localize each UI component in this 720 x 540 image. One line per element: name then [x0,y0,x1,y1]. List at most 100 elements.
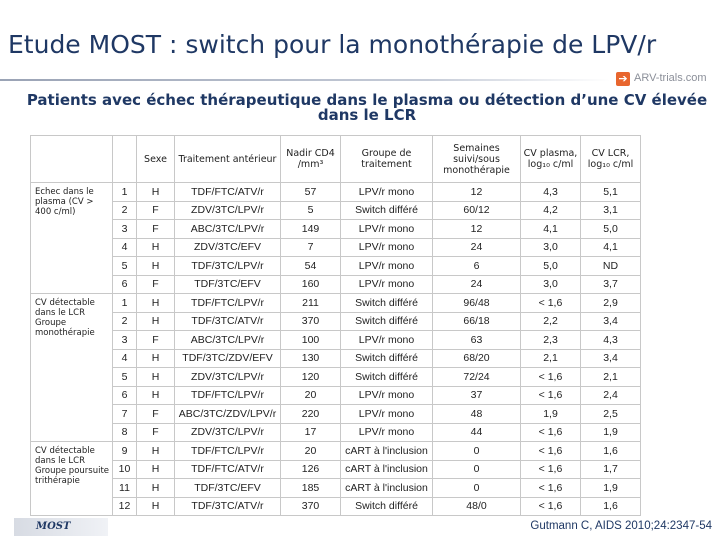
cell-sexe: H [136,256,175,276]
header-blank-cell [30,135,113,183]
cell-cv-plasma: < 1,6 [520,496,581,516]
cell-cv-plasma: < 1,6 [520,367,581,387]
cell-semaines-suivi: 66/18 [432,311,521,331]
table-row: 2 F ZDV/3TC/LPV/r 5 Switch différé 60/12 4,2 3,… [31,200,701,220]
cell-groupe-traitement: LPV/r mono [340,422,433,442]
cell-nadir-cd4: 149 [280,219,341,239]
cell-nadir-cd4: 120 [280,367,341,387]
cell-patient-number: 2 [112,311,137,331]
cell-semaines-suivi: 60/12 [432,200,521,220]
cell-groupe-traitement: Switch différé [340,496,433,516]
cell-semaines-suivi: 24 [432,274,521,294]
cell-cv-plasma: 4,3 [520,182,581,202]
cell-groupe-traitement: cART à l'inclusion [340,478,433,498]
cell-groupe-traitement: Switch différé [340,311,433,331]
table-row: 10 H TDF/FTC/ATV/r 126 cART à l'inclusion 0 < … [31,459,701,479]
cell-semaines-suivi: 63 [432,330,521,350]
row-group-label: CV détectable dans le LCR Groupe monothé… [30,293,113,442]
cell-sexe: H [136,367,175,387]
cell-traitement-anterieur: ZDV/3TC/LPV/r [174,200,281,220]
cell-sexe: F [136,330,175,350]
patients-table: Sexe Traitement antérieur Nadir CD4 /mm³… [30,135,701,516]
cell-patient-number: 5 [112,256,137,276]
cell-semaines-suivi: 96/48 [432,293,521,313]
header-nadir-cd4: Nadir CD4 /mm³ [280,135,341,183]
cell-sexe: H [136,348,175,368]
cell-groupe-traitement: cART à l'inclusion [340,441,433,461]
cell-cv-lcr: 3,4 [580,348,641,368]
cell-cv-plasma: 2,3 [520,330,581,350]
cell-cv-lcr: 1,6 [580,496,641,516]
cell-patient-number: 2 [112,200,137,220]
cell-traitement-anterieur: TDF/3TC/LPV/r [174,256,281,276]
arv-logo-text: ARV-trials.com [634,72,707,84]
cell-cv-lcr: 3,1 [580,200,641,220]
title-underline [0,79,610,81]
cell-semaines-suivi: 44 [432,422,521,442]
cell-nadir-cd4: 17 [280,422,341,442]
table-row: 3 F ABC/3TC/LPV/r 149 LPV/r mono 12 4,1 5,0 [31,219,701,239]
cell-sexe: H [136,293,175,313]
cell-cv-plasma: 2,2 [520,311,581,331]
cell-nadir-cd4: 370 [280,311,341,331]
cell-groupe-traitement: Switch différé [340,293,433,313]
header-traitement-anterieur: Traitement antérieur [174,135,281,183]
table-row: 5 H ZDV/3TC/LPV/r 120 Switch différé 72/24 < 1… [31,367,701,387]
cell-sexe: H [136,478,175,498]
cell-cv-lcr: 1,6 [580,441,641,461]
cell-cv-lcr: 5,0 [580,219,641,239]
cell-nadir-cd4: 211 [280,293,341,313]
table-body: Echec dans le plasma (CV > 400 c/ml) 1 H TD… [30,182,701,516]
cell-nadir-cd4: 54 [280,256,341,276]
cell-cv-lcr: 1,9 [580,422,641,442]
cell-traitement-anterieur: TDF/FTC/LPV/r [174,293,281,313]
cell-nadir-cd4: 160 [280,274,341,294]
table-row: 8 F ZDV/3TC/LPV/r 17 LPV/r mono 44 < 1,6 1,9 [31,422,701,442]
cell-cv-plasma: < 1,6 [520,422,581,442]
table-row: 6 F TDF/3TC/EFV 160 LPV/r mono 24 3,0 3,7 [31,274,701,294]
cell-cv-plasma: < 1,6 [520,385,581,405]
cell-sexe: H [136,459,175,479]
cell-traitement-anterieur: ABC/3TC/LPV/r [174,330,281,350]
cell-sexe: H [136,311,175,331]
cell-patient-number: 3 [112,330,137,350]
cell-semaines-suivi: 72/24 [432,367,521,387]
cell-sexe: F [136,422,175,442]
cell-patient-number: 4 [112,348,137,368]
table-row: CV détectable dans le LCR Groupe poursui… [30,441,701,516]
cell-groupe-traitement: LPV/r mono [340,256,433,276]
cell-patient-number: 6 [112,385,137,405]
cell-patient-number: 12 [112,496,137,516]
cell-nadir-cd4: 20 [280,385,341,405]
cell-cv-lcr: 3,7 [580,274,641,294]
table-row: 6 H TDF/FTC/LPV/r 20 LPV/r mono 37 < 1,6 2,4 [31,385,701,405]
cell-cv-lcr: 2,9 [580,293,641,313]
cell-semaines-suivi: 0 [432,478,521,498]
cell-semaines-suivi: 0 [432,441,521,461]
cell-patient-number: 10 [112,459,137,479]
cell-sexe: H [136,182,175,202]
cell-cv-lcr: 4,3 [580,330,641,350]
cell-nadir-cd4: 370 [280,496,341,516]
cell-nadir-cd4: 20 [280,441,341,461]
cell-cv-lcr: 2,1 [580,367,641,387]
cell-sexe: H [136,441,175,461]
cell-sexe: H [136,237,175,257]
cell-traitement-anterieur: TDF/3TC/ATV/r [174,496,281,516]
cell-traitement-anterieur: ZDV/3TC/LPV/r [174,422,281,442]
cell-nadir-cd4: 130 [280,348,341,368]
table-row: 4 H ZDV/3TC/EFV 7 LPV/r mono 24 3,0 4,1 [31,237,701,257]
table-row: CV détectable dans le LCR Groupe monothé… [30,293,701,442]
cell-groupe-traitement: LPV/r mono [340,330,433,350]
cell-traitement-anterieur: TDF/3TC/ATV/r [174,311,281,331]
cell-traitement-anterieur: TDF/FTC/LPV/r [174,441,281,461]
cell-cv-lcr: 2,4 [580,385,641,405]
table-row: 7 F ABC/3TC/ZDV/LPV/r 220 LPV/r mono 48 1,9 2,5 [31,404,701,424]
cell-groupe-traitement: LPV/r mono [340,385,433,405]
cell-traitement-anterieur: ABC/3TC/LPV/r [174,219,281,239]
cell-semaines-suivi: 0 [432,459,521,479]
cell-cv-plasma: < 1,6 [520,293,581,313]
cell-patient-number: 5 [112,367,137,387]
table-row: 4 H TDF/3TC/ZDV/EFV 130 Switch différé 68/20 2… [31,348,701,368]
header-semaines-suivi: Semaines suivi/sous monothérapie [432,135,521,183]
